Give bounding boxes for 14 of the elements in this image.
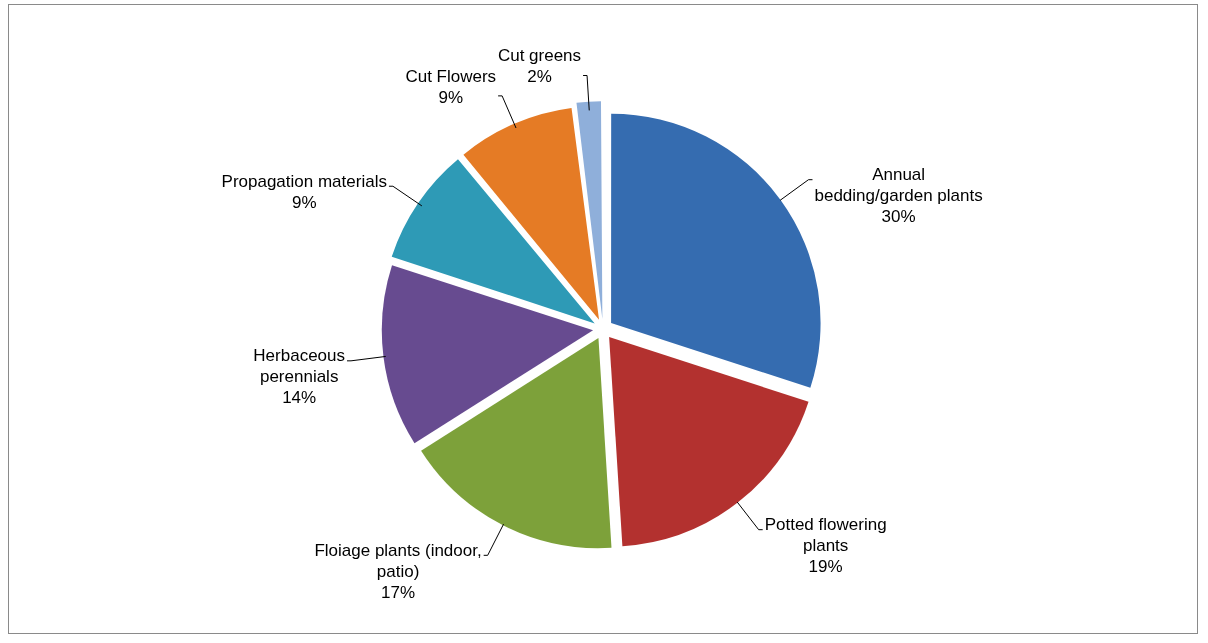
slice-label: Cut Flowers — [405, 66, 497, 86]
slice-label: Potted flowering plants — [764, 515, 887, 556]
data-label: 2% — [527, 67, 552, 87]
data-label: 30% — [881, 207, 916, 227]
slice-label: Annual bedding/garden plants — [814, 165, 983, 206]
slice-label: Propagation materials — [221, 171, 387, 191]
slice-label: Herbaceous perennials — [253, 346, 346, 387]
data-label: 14% — [282, 388, 317, 408]
slice-label: Floiage plants (indoor, patio) — [314, 540, 482, 581]
data-label: 17% — [381, 582, 416, 602]
data-label: 9% — [291, 192, 317, 212]
data-label: 19% — [808, 557, 843, 577]
slice-label: Cut greens — [497, 46, 582, 66]
data-label: 9% — [438, 87, 464, 107]
